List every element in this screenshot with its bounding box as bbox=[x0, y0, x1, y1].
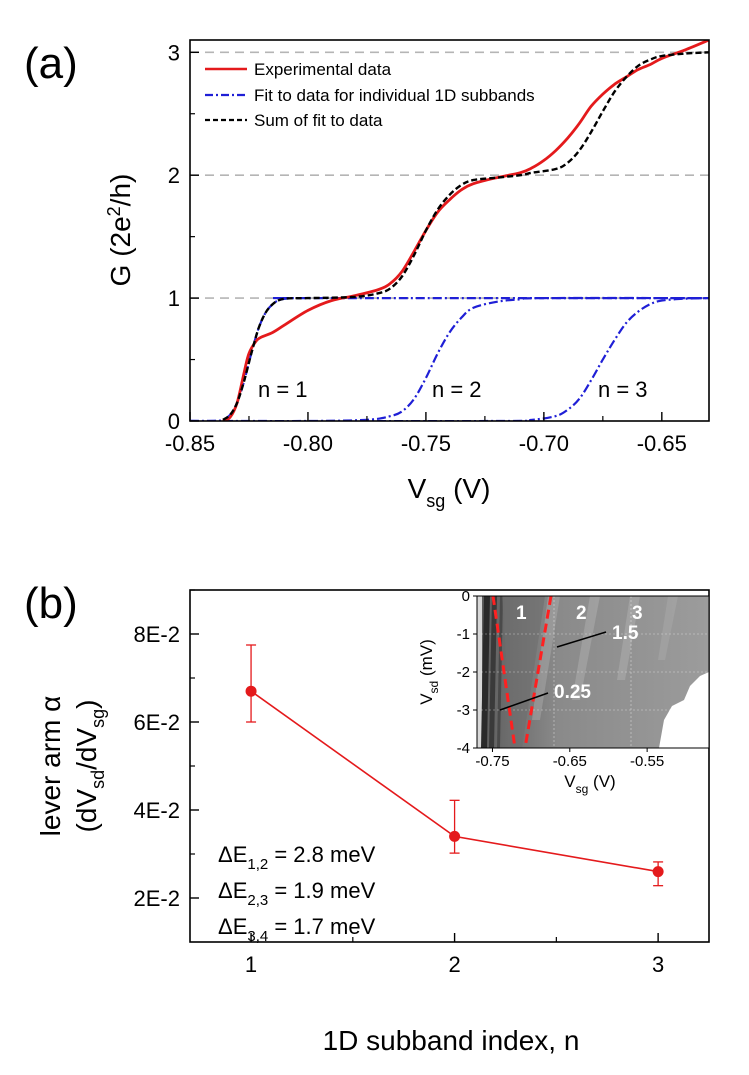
inset-label-3: 3 bbox=[632, 603, 643, 624]
b-y-tick-label: 6E-2 bbox=[134, 710, 180, 735]
data-point bbox=[449, 830, 461, 842]
panel-a-reference-lines bbox=[190, 51, 709, 299]
inset-x-tick-label: -0.75 bbox=[475, 753, 509, 770]
b-x-tick-label: 3 bbox=[652, 952, 664, 977]
inset-map bbox=[477, 596, 709, 748]
panel-b-plot: 1 2 3 2E-2 4E-2 6E-2 8E-2 bbox=[134, 589, 710, 977]
energy-label-1-2: ΔE1,2 = 2.8 meV bbox=[218, 842, 376, 873]
energy-label-3-4: ΔE3,4 = 1.7 meV bbox=[218, 914, 376, 945]
inset-ylabel: Vsd (mV) bbox=[417, 639, 441, 705]
panel-a-ylabel: G (2e2/h) bbox=[104, 174, 136, 287]
inset-y-tick-label: 0 bbox=[462, 588, 470, 605]
inset-annotation-1-5: 1.5 bbox=[612, 623, 639, 644]
inset-slope-line-0-25 bbox=[499, 692, 549, 711]
inset-y-tick-label: -4 bbox=[457, 740, 470, 757]
inset-annotation-0-25: 0.25 bbox=[554, 682, 591, 703]
annotation-n3: n = 3 bbox=[598, 377, 648, 402]
b-y-tick-label: 2E-2 bbox=[134, 886, 180, 911]
inset-y-tick-label: -3 bbox=[457, 702, 470, 719]
data-point bbox=[245, 685, 257, 697]
inset-x-tick-label: -0.55 bbox=[630, 753, 664, 770]
inset-red-line-left bbox=[491, 596, 517, 748]
energy-label-2-3: ΔE2,3 = 1.9 meV bbox=[218, 878, 376, 909]
svg-text:lever arm α: lever arm α bbox=[35, 696, 66, 837]
panel-b-series bbox=[245, 644, 664, 887]
panel-b-label: (b) bbox=[24, 579, 78, 628]
inset-red-line-right bbox=[523, 596, 553, 748]
legend-label-fit: Fit to data for individual 1D subbands bbox=[254, 86, 535, 105]
x-tick-label: -0.70 bbox=[519, 431, 569, 456]
y-tick-label: 2 bbox=[168, 163, 180, 188]
x-tick-label: -0.65 bbox=[637, 431, 687, 456]
inset-label-1: 1 bbox=[516, 603, 527, 624]
inset-ticks: -0.75 -0.65 -0.55 0 -1 -2 -3 -4 bbox=[457, 588, 665, 770]
svg-text:(dVsd/dVsg): (dVsd/dVsg) bbox=[71, 700, 108, 833]
panel-a-xlabel: Vsg (V) bbox=[408, 473, 491, 511]
fit-n3-line bbox=[190, 297, 709, 421]
energy-labels: ΔE1,2 = 2.8 meV ΔE2,3 = 1.9 meV ΔE3,4 = … bbox=[218, 842, 376, 945]
panel-b-ticks: 1 2 3 2E-2 4E-2 6E-2 8E-2 bbox=[134, 589, 664, 977]
x-tick-label: -0.80 bbox=[283, 431, 333, 456]
inset-x-tick-label: -0.65 bbox=[553, 753, 587, 770]
b-y-tick-label: 8E-2 bbox=[134, 622, 180, 647]
panel-a-ticks: -0.85 -0.80 -0.75 -0.70 -0.65 0 1 2 3 bbox=[165, 40, 687, 456]
panel-a-label: (a) bbox=[24, 39, 78, 88]
inset-slope-line-1-5 bbox=[556, 631, 607, 648]
b-x-tick-label: 2 bbox=[448, 952, 460, 977]
inset-y-tick-label: -1 bbox=[457, 626, 470, 643]
b-y-tick-label: 4E-2 bbox=[134, 798, 180, 823]
experimental-data-line bbox=[222, 40, 709, 421]
panel-a-plot: -0.85 -0.80 -0.75 -0.70 -0.65 0 1 2 3 bbox=[165, 39, 710, 456]
y-tick-label: 1 bbox=[168, 286, 180, 311]
data-point bbox=[652, 866, 664, 878]
sum-fit-line bbox=[222, 51, 709, 421]
x-tick-label: -0.75 bbox=[401, 431, 451, 456]
y-tick-label: 0 bbox=[168, 409, 180, 434]
inset: 1 2 3 1.5 0.25 -0.75 -0.65 -0.550-1-2-3-4 … bbox=[417, 588, 710, 796]
panel-b-ylabel: lever arm α (dVsd/dVsg) bbox=[35, 696, 108, 837]
panel-b-xlabel: 1D subband index, n bbox=[323, 1025, 580, 1056]
inset-y-tick-label: -2 bbox=[457, 664, 470, 681]
panel-a-legend: Experimental data Fit to data for indivi… bbox=[205, 60, 535, 130]
inset-xlabel: Vsg (V) bbox=[564, 772, 615, 796]
legend-label-experimental: Experimental data bbox=[254, 60, 392, 79]
annotation-n1: n = 1 bbox=[258, 377, 308, 402]
annotation-n2: n = 2 bbox=[432, 377, 482, 402]
b-x-tick-label: 1 bbox=[245, 952, 257, 977]
y-tick-label: 3 bbox=[168, 40, 180, 65]
panel-a-frame bbox=[189, 39, 710, 422]
legend-label-sum: Sum of fit to data bbox=[254, 111, 383, 130]
inset-label-2: 2 bbox=[576, 603, 587, 624]
x-tick-label: -0.85 bbox=[165, 431, 215, 456]
